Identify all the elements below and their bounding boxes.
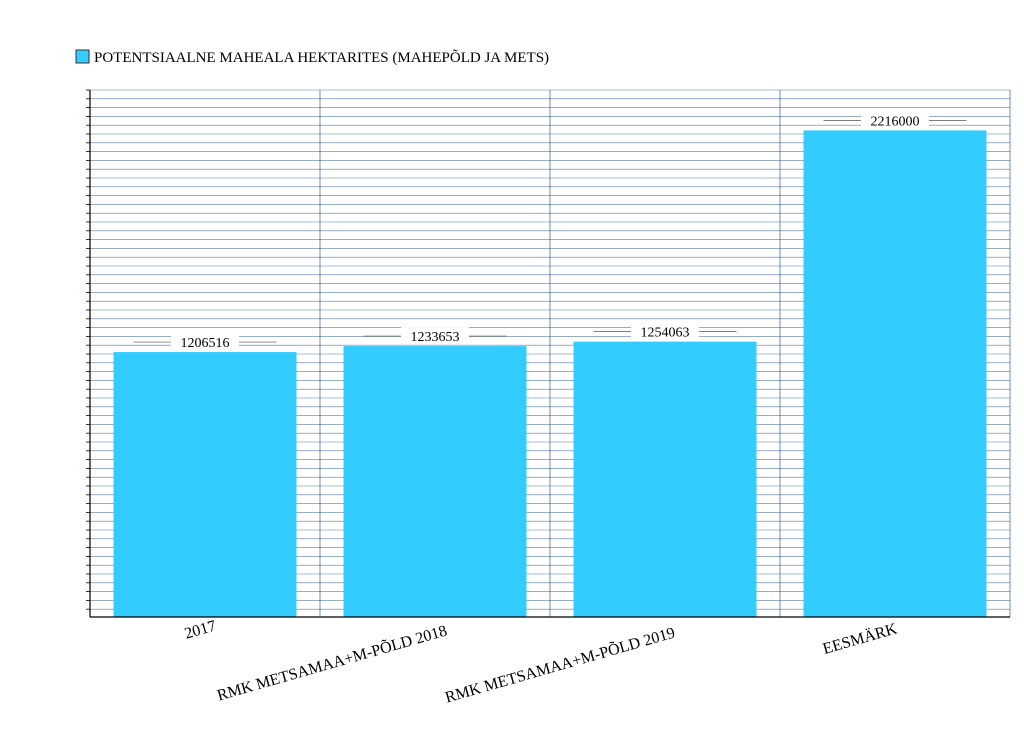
data-label-bg	[401, 327, 469, 345]
x-tick-label-2: RMK METSAMAA+M-PÕLD 2018	[215, 622, 449, 705]
data-label-bg	[171, 333, 239, 351]
x-tick-label-3: RMK METSAMAA+M-PÕLD 2019	[443, 624, 677, 707]
bar-2	[343, 346, 527, 617]
data-label-bg	[631, 322, 699, 340]
axes	[86, 89, 1010, 618]
legend-label: POTENTSIAALNE MAHEALA HEKTARITES (MAHEPÕ…	[94, 49, 549, 66]
bar-1	[113, 352, 297, 617]
x-tick-label-1: 2017	[183, 618, 218, 643]
data-labels: 1206516 1233653 1254063 2216000	[133, 111, 967, 351]
data-label-3: 1254063	[641, 326, 690, 341]
bar-3	[573, 341, 757, 617]
bars	[113, 130, 987, 618]
data-label-2: 1233653	[411, 330, 460, 345]
legend-swatch	[75, 49, 90, 64]
bar-4	[803, 130, 987, 618]
x-tick-label-4: EESMÄRK	[821, 619, 900, 657]
data-label-bg	[861, 111, 929, 129]
data-label-1: 1206516	[181, 336, 230, 351]
data-label-4: 2216000	[871, 114, 920, 129]
legend: POTENTSIAALNE MAHEALA HEKTARITES (MAHEPÕ…	[75, 49, 549, 66]
